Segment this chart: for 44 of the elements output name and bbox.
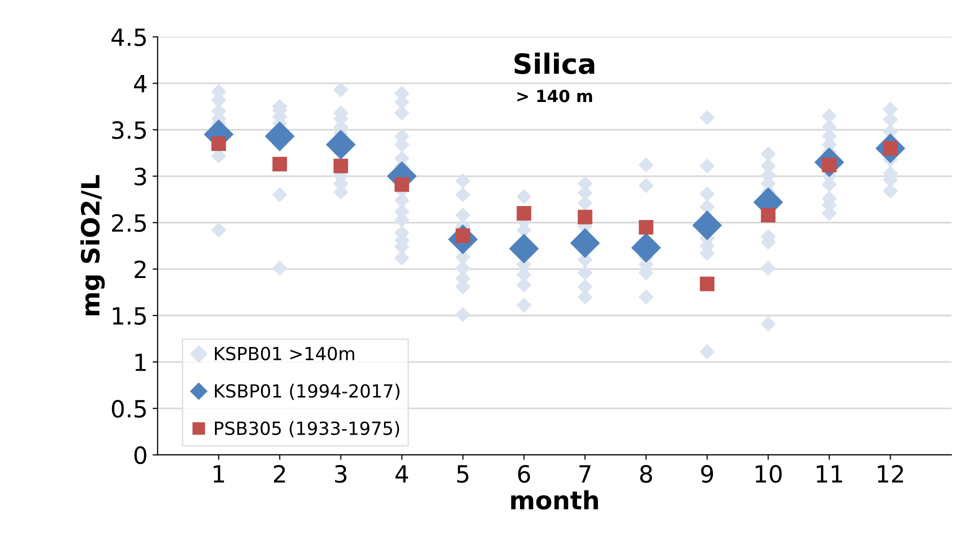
point: [570, 228, 600, 258]
text: > 140 m: [517, 90, 592, 102]
y-tick-label: 0: [134, 446, 146, 464]
y-tick-label: 4: [134, 75, 147, 92]
point: [760, 208, 776, 222]
y-tick-label: 1.5: [112, 307, 146, 325]
point: [700, 276, 714, 292]
chart-title: Silica: [514, 52, 594, 74]
point: [578, 210, 592, 224]
legend-label: PSB305 (1933-1975): [214, 421, 400, 438]
point: [692, 210, 722, 240]
x-tick-label: 12: [878, 464, 903, 483]
x-tick-label: 6: [518, 464, 530, 483]
x-tick-label: 3: [335, 464, 346, 483]
point: [509, 234, 539, 264]
x-axis-title: month: [511, 490, 598, 510]
y-tick-label: 1: [135, 354, 146, 371]
y-tick-label: 2.5: [112, 214, 146, 232]
point: [211, 136, 226, 151]
legend-label: KSBP01 (1994-2017): [214, 384, 400, 400]
legend-label: KSPB01 >140m: [214, 346, 354, 360]
point: [326, 130, 356, 160]
point: [631, 232, 661, 263]
point: [516, 206, 532, 221]
point: [334, 158, 348, 174]
x-tick-label: 5: [457, 465, 468, 483]
y-axis-title: mg SiO2/L: [80, 175, 105, 316]
x-tick-label: 11: [816, 465, 842, 483]
y-tick-label: 3.5: [112, 121, 146, 140]
x-tick-label: 10: [756, 464, 782, 483]
y-tick-label: 3: [134, 168, 146, 186]
point: [264, 121, 295, 152]
y-tick-label: 2: [134, 260, 146, 278]
x-tick-label: 8: [640, 464, 652, 483]
point: [638, 220, 654, 235]
x-tick-label: 2: [274, 464, 285, 483]
x-tick-label: 1: [214, 465, 224, 483]
y-tick-label: 4.5: [111, 28, 146, 46]
y-tick-label: 0.5: [112, 400, 146, 418]
point: [272, 156, 288, 172]
point: [394, 177, 410, 192]
x-tick-label: 4: [395, 465, 408, 483]
x-tick-label: 7: [579, 465, 591, 483]
x-tick-label: 9: [701, 464, 713, 483]
